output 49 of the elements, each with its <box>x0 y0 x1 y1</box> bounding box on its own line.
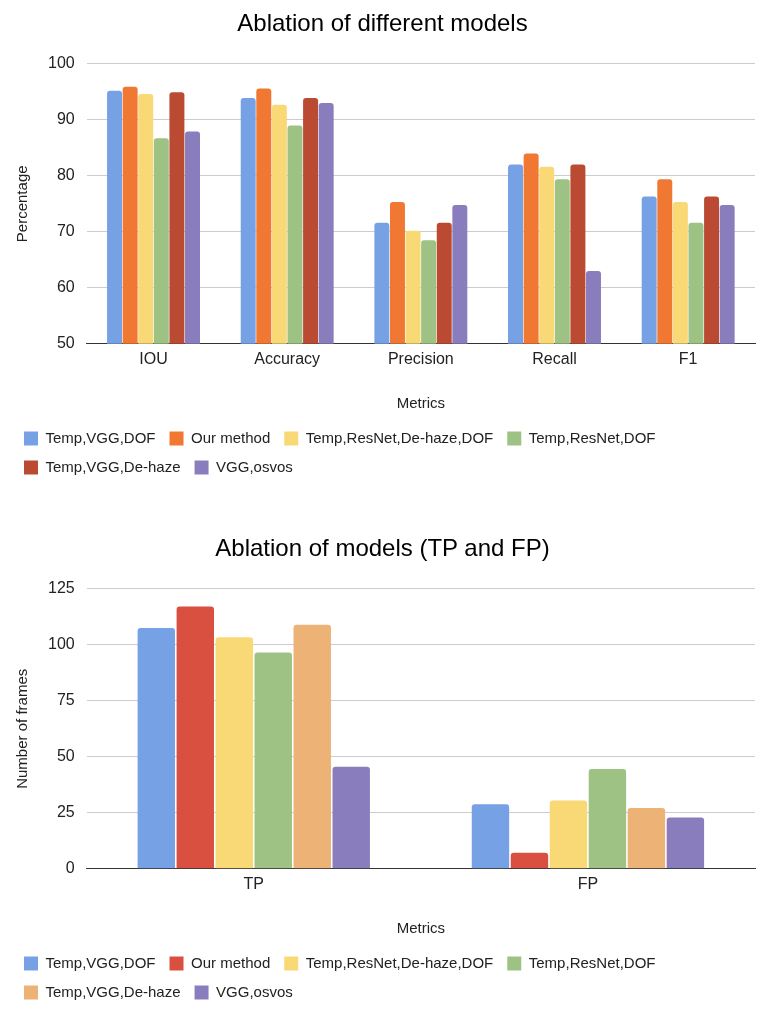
chart-title: Ablation of models (TP and FP) <box>215 534 550 562</box>
y-axis-title: Number of frames <box>13 668 31 789</box>
legend-label: Temp,ResNet,De-haze,DOF <box>305 428 494 446</box>
legend-label: Temp,ResNet,DOF <box>528 953 656 971</box>
y-tick-label: 80 <box>56 166 75 184</box>
y-tick-label: 25 <box>56 803 75 821</box>
bar <box>549 800 588 869</box>
y-tick-label: 75 <box>56 691 75 709</box>
bar <box>627 808 666 869</box>
y-tick-label: 70 <box>56 222 75 240</box>
legend-label: Temp,VGG,DOF <box>45 428 156 446</box>
bar <box>666 817 705 869</box>
y-tick-label: 0 <box>65 859 75 877</box>
y-tick-label: 100 <box>47 635 75 653</box>
legend-label: Our method <box>191 428 271 446</box>
y-tick-label: 100 <box>47 54 75 72</box>
x-tick-label: Recall <box>532 349 577 367</box>
bar <box>588 769 627 869</box>
x-tick-label: TP <box>243 874 264 892</box>
bar <box>254 652 292 869</box>
legend-label: VGG,osvos <box>216 457 293 475</box>
legend-label: Our method <box>191 953 271 971</box>
legend-label: Temp,VGG,De-haze <box>45 457 181 475</box>
legend-label: Temp,VGG,De-haze <box>45 982 181 1000</box>
x-tick-label: Accuracy <box>254 349 321 367</box>
x-tick-label: F1 <box>678 349 698 367</box>
bar <box>176 606 215 869</box>
x-tick-label: FP <box>577 874 599 892</box>
y-tick-label: 50 <box>56 747 75 765</box>
y-tick-label: 60 <box>56 278 75 296</box>
bar <box>471 804 510 869</box>
bar <box>215 637 253 869</box>
x-tick-label: Precision <box>387 349 454 367</box>
x-axis-title: Metrics <box>396 394 446 412</box>
bar <box>137 628 176 869</box>
x-axis-title: Metrics <box>396 919 446 937</box>
legend-label: Temp,ResNet,De-haze,DOF <box>305 953 494 971</box>
legend-label: VGG,osvos <box>216 982 293 1000</box>
x-tick-label: IOU <box>139 349 168 367</box>
legend-label: Temp,ResNet,DOF <box>528 428 656 446</box>
bar <box>293 624 331 869</box>
y-tick-label: 50 <box>56 334 75 352</box>
bar <box>332 766 370 869</box>
legend-label: Temp,VGG,DOF <box>45 953 156 971</box>
y-tick-label: 90 <box>56 110 75 128</box>
bar <box>510 852 549 869</box>
chart-title: Ablation of different models <box>237 9 528 37</box>
y-tick-label: 125 <box>47 579 75 597</box>
y-axis-title: Percentage <box>13 165 31 243</box>
